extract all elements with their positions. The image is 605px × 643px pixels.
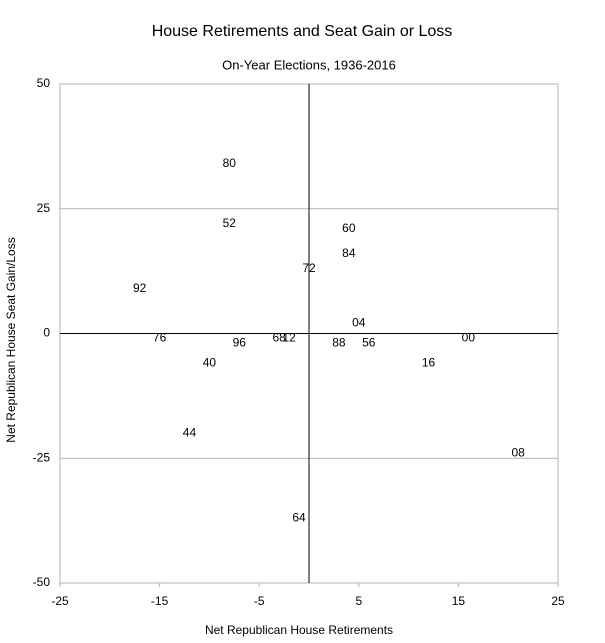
y-tick-label: -50	[33, 575, 51, 589]
point-label: 68	[272, 331, 286, 345]
point-label: 72	[302, 261, 316, 275]
x-tick-label: 5	[355, 594, 362, 608]
y-tick-label: 25	[37, 201, 51, 215]
point-label: 76	[153, 331, 167, 345]
point-label: 84	[342, 246, 356, 260]
point-label: 08	[511, 445, 525, 459]
point-label: 56	[362, 336, 376, 350]
x-tick-label: -5	[254, 594, 265, 608]
point-label: 04	[352, 316, 366, 330]
x-axis-label: Net Republican House Retirements	[205, 623, 393, 637]
x-tick-label: -15	[151, 594, 169, 608]
chart-subtitle: On-Year Elections, 1936-2016	[222, 57, 396, 72]
chart-title: House Retirements and Seat Gain or Loss	[152, 23, 453, 40]
point-label: 92	[133, 281, 147, 295]
point-label: 44	[183, 425, 197, 439]
point-label: 96	[233, 336, 247, 350]
x-tick-label: -25	[51, 594, 69, 608]
point-label: 80	[223, 156, 237, 170]
point-label: 52	[223, 216, 237, 230]
point-label: 60	[342, 221, 356, 235]
y-tick-label: 50	[37, 76, 51, 90]
y-axis-label: Net Republican House Seat Gain/Loss	[4, 237, 18, 442]
x-tick-label: 15	[452, 594, 466, 608]
y-tick-label: 0	[43, 326, 50, 340]
point-label: 00	[462, 331, 476, 345]
x-tick-label: 25	[551, 594, 565, 608]
point-label: 64	[292, 510, 306, 524]
y-tick-label: -25	[33, 450, 51, 464]
point-label: 88	[332, 336, 346, 350]
point-label: 40	[203, 356, 217, 370]
point-label: 16	[422, 356, 436, 370]
point-label: 12	[282, 331, 296, 345]
